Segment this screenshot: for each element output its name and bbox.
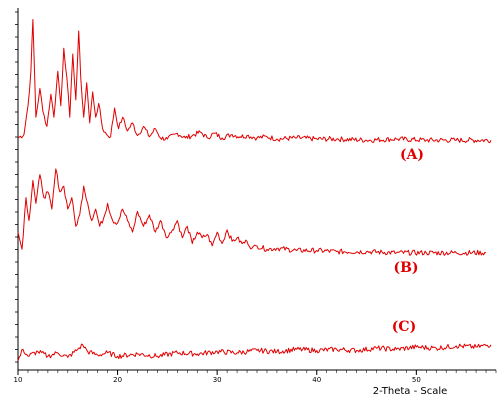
x-tick-label: 20 — [113, 376, 122, 384]
series-line-a — [17, 19, 492, 144]
series-labels: (A) (B) (C) — [392, 147, 424, 335]
x-tick-label: 30 — [213, 376, 222, 384]
x-tick-label: 50 — [412, 376, 421, 384]
series-label-b: (B) — [393, 260, 418, 276]
series-label-c: (C) — [392, 319, 416, 335]
series-line-b — [17, 168, 487, 256]
x-tick-label: 10 — [14, 376, 23, 384]
series-group — [17, 19, 492, 361]
x-axis-title: 2-Theta - Scale — [373, 386, 448, 397]
axes: 10 20 30 40 50 — [14, 8, 497, 384]
x-tick-label: 40 — [312, 376, 321, 384]
series-line-c — [17, 343, 492, 361]
series-label-a: (A) — [400, 147, 424, 163]
